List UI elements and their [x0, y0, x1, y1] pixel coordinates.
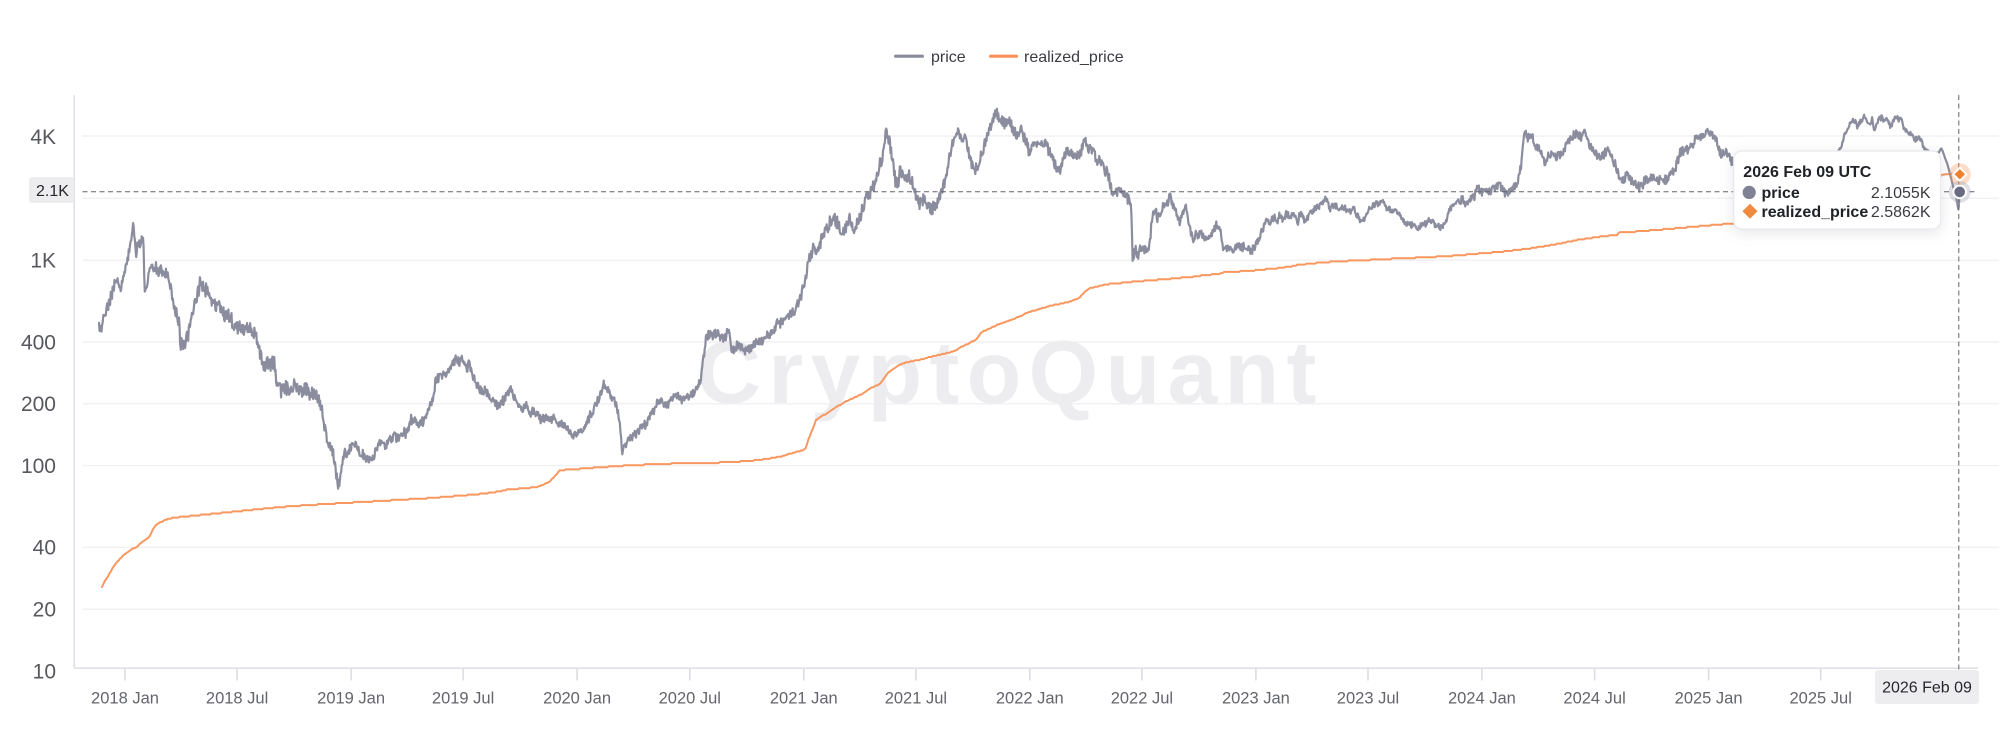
svg-text:4K: 4K — [30, 126, 56, 149]
svg-text:100: 100 — [21, 455, 56, 478]
svg-text:2020 Jul: 2020 Jul — [659, 690, 721, 708]
svg-text:2026 Feb 09: 2026 Feb 09 — [1882, 680, 1972, 697]
svg-text:2024 Jan: 2024 Jan — [1448, 690, 1516, 708]
svg-text:10: 10 — [33, 660, 56, 683]
svg-text:CryptoQuant: CryptoQuant — [696, 322, 1323, 422]
svg-text:2023 Jul: 2023 Jul — [1337, 690, 1399, 708]
svg-text:2018 Jan: 2018 Jan — [91, 690, 159, 708]
svg-text:1K: 1K — [30, 250, 56, 273]
svg-text:20: 20 — [33, 599, 56, 622]
svg-text:2023 Jan: 2023 Jan — [1222, 690, 1290, 708]
svg-text:2.5862K: 2.5862K — [1871, 204, 1931, 221]
svg-text:400: 400 — [21, 331, 56, 354]
svg-text:2026 Feb 09 UTC: 2026 Feb 09 UTC — [1743, 164, 1872, 181]
svg-text:40: 40 — [33, 537, 56, 560]
svg-text:realized_price: realized_price — [1024, 49, 1124, 66]
svg-text:2.1K: 2.1K — [36, 183, 69, 200]
svg-text:2022 Jul: 2022 Jul — [1111, 690, 1173, 708]
svg-text:2.1055K: 2.1055K — [1871, 185, 1931, 202]
svg-text:2025 Jan: 2025 Jan — [1675, 690, 1743, 708]
svg-text:2025 Jul: 2025 Jul — [1790, 690, 1852, 708]
svg-text:2018 Jul: 2018 Jul — [206, 690, 268, 708]
svg-text:2024 Jul: 2024 Jul — [1563, 690, 1625, 708]
svg-text:2021 Jul: 2021 Jul — [885, 690, 947, 708]
svg-text:price: price — [931, 49, 966, 66]
svg-text:2021 Jan: 2021 Jan — [770, 690, 838, 708]
svg-text:realized_price: realized_price — [1762, 204, 1869, 221]
svg-text:2020 Jan: 2020 Jan — [543, 690, 611, 708]
svg-text:2022 Jan: 2022 Jan — [996, 690, 1064, 708]
svg-text:2019 Jul: 2019 Jul — [432, 690, 494, 708]
svg-text:200: 200 — [21, 393, 56, 416]
svg-text:price: price — [1762, 185, 1800, 202]
svg-text:2019 Jan: 2019 Jan — [317, 690, 385, 708]
